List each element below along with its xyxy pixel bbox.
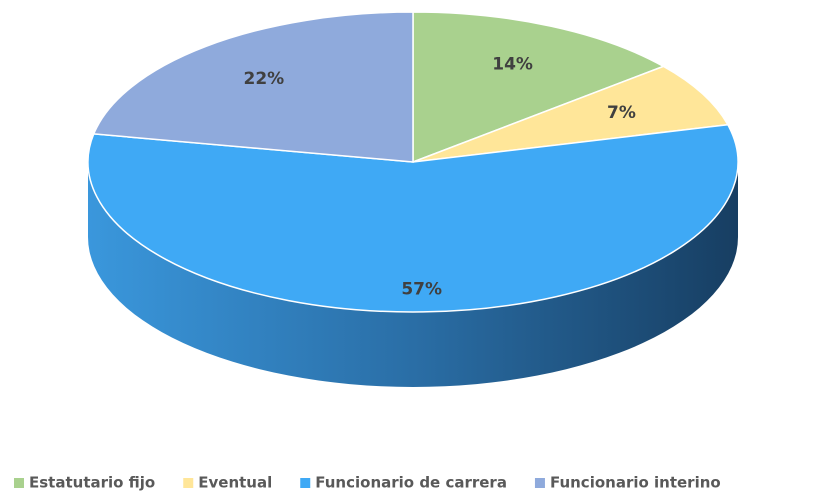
pie-slice [412, 65, 729, 163]
data-label: 7% [607, 103, 636, 123]
data-label: 14% [492, 54, 533, 74]
legend-label: Funcionario interino [550, 474, 721, 492]
legend-swatch [14, 478, 24, 488]
data-label: 57% [401, 279, 442, 299]
pie-slice [412, 11, 666, 164]
legend-swatch [300, 478, 311, 488]
pie-side [88, 162, 738, 387]
pie-slice [87, 123, 739, 313]
data-label: 22% [243, 69, 284, 89]
legend-label: Eventual [198, 474, 272, 492]
legend-label: Estatutario fijo [29, 474, 155, 492]
legend-label: Funcionario de carrera [315, 474, 507, 492]
legend-swatch [183, 478, 194, 488]
pie-slice [92, 11, 414, 163]
legend-swatch [534, 478, 545, 488]
